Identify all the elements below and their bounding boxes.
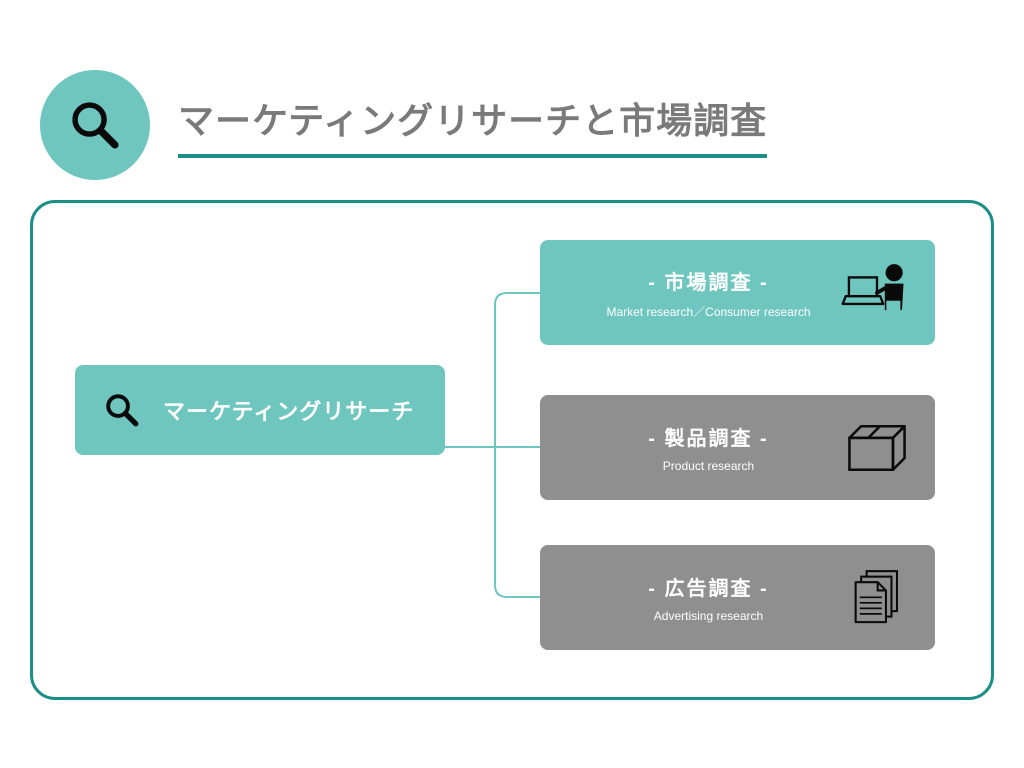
child-title: - 広告調査 - [648,572,768,601]
search-icon [101,389,143,431]
child-text: - 広告調査 - Advertising research [580,572,837,623]
child-subtitle: Product research [663,459,754,473]
child-node-advertising: - 広告調査 - Advertising research [540,545,935,650]
child-title: - 市場調査 - [648,266,768,295]
child-text: - 市場調査 - Market research／Consumer resear… [580,266,837,320]
child-subtitle: Market research／Consumer research [606,303,810,320]
child-subtitle: Advertising research [654,609,763,623]
box-icon [837,413,917,483]
header-icon-circle [40,70,150,180]
child-node-market: - 市場調査 - Market research／Consumer resear… [540,240,935,345]
page-title: マーケティングリサーチと市場調査 [178,92,767,158]
root-label: マーケティングリサーチ [163,394,414,426]
child-title: - 製品調査 - [648,422,768,451]
person-laptop-icon [837,258,917,328]
document-stack-icon [837,563,917,633]
child-text: - 製品調査 - Product research [580,422,837,473]
search-icon [66,96,124,154]
root-node: マーケティングリサーチ [75,365,445,455]
page-header: マーケティングリサーチと市場調査 [40,70,767,180]
child-node-product: - 製品調査 - Product research [540,395,935,500]
